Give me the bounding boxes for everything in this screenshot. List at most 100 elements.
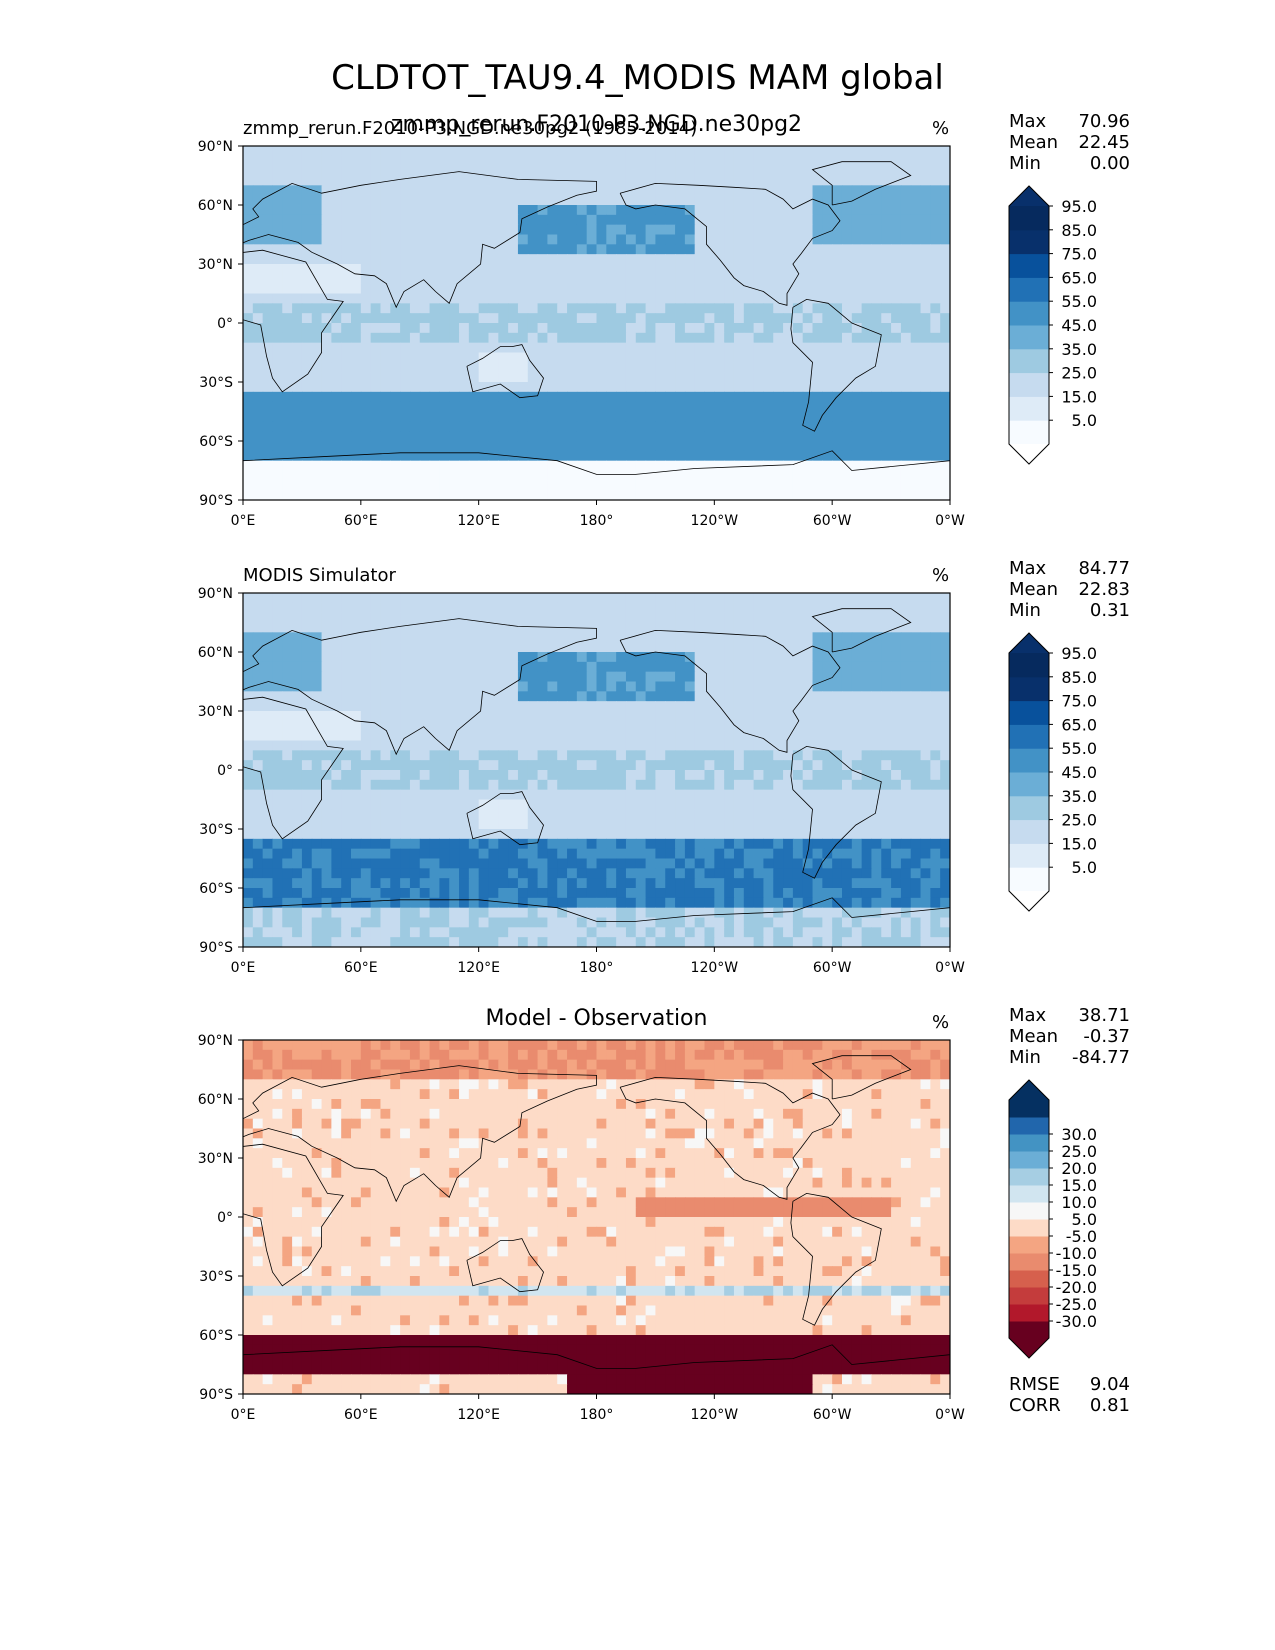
field-cell — [704, 470, 715, 481]
field-cell — [409, 155, 421, 167]
field-cell — [488, 460, 499, 472]
field-cell — [684, 332, 696, 344]
field-cell — [449, 313, 460, 324]
field-cell — [400, 829, 411, 840]
field-cell — [783, 214, 794, 226]
field-cell — [576, 185, 588, 196]
field-cell — [714, 185, 725, 196]
field-cell — [802, 760, 814, 771]
field-cell — [380, 652, 391, 663]
field-cell — [370, 720, 382, 732]
field-cell — [429, 858, 440, 869]
field-cell — [704, 770, 715, 781]
field-cell — [419, 155, 431, 167]
field-cell — [508, 652, 519, 663]
field-cell — [292, 273, 303, 285]
field-cell — [802, 632, 814, 643]
field-cell — [498, 819, 509, 830]
field-cell — [606, 214, 617, 226]
field-cell — [802, 254, 814, 265]
field-cell — [910, 421, 922, 432]
field-cell — [645, 661, 657, 673]
field-cell — [684, 612, 696, 624]
field-cell — [832, 362, 843, 373]
field-cell — [419, 283, 431, 295]
field-cell — [733, 283, 745, 295]
field-cell — [704, 868, 715, 879]
field-cell — [694, 671, 706, 683]
field-cell — [694, 819, 706, 830]
field-cell — [449, 897, 460, 909]
field-cell — [625, 293, 637, 304]
field-cell — [675, 391, 686, 403]
field-cell — [881, 612, 892, 624]
field-cell — [665, 313, 676, 324]
field-cell — [930, 283, 941, 295]
field-cell — [743, 165, 755, 177]
field-cell — [311, 770, 323, 781]
field-cell — [940, 888, 950, 899]
field-cell — [547, 214, 558, 226]
field-cell — [498, 441, 509, 452]
field-cell — [243, 878, 254, 889]
field-cell — [272, 760, 283, 771]
field-cell — [625, 740, 637, 751]
field-cell — [714, 858, 725, 869]
field-cell — [851, 681, 863, 692]
field-cell — [891, 652, 902, 663]
field-cell — [400, 480, 411, 491]
field-cell — [871, 897, 882, 909]
field-cell — [832, 701, 843, 712]
field-cell — [753, 838, 765, 850]
field-cell — [802, 897, 814, 909]
field-cell — [370, 868, 382, 879]
field-cell — [704, 165, 715, 177]
field-cell — [655, 441, 666, 452]
field-cell — [557, 431, 568, 442]
field-cell — [596, 779, 607, 791]
field-cell — [753, 770, 765, 781]
field-cell — [400, 622, 411, 633]
field-cell — [409, 362, 421, 373]
field-cell — [841, 273, 853, 285]
field-cell — [763, 691, 774, 702]
field-cell — [282, 332, 293, 344]
field-cell — [900, 671, 912, 683]
field-cell — [635, 264, 647, 275]
field-cell — [488, 642, 499, 653]
field-cell — [910, 730, 922, 742]
field-cell — [439, 214, 450, 226]
field-cell — [596, 175, 607, 186]
field-cell — [694, 622, 706, 633]
field-cell — [351, 720, 362, 732]
field-cell — [498, 372, 509, 383]
field-cell — [704, 848, 715, 860]
field-cell — [576, 490, 588, 500]
field-cell — [861, 878, 873, 889]
field-cell — [822, 622, 833, 633]
colorbar-swatch — [1009, 229, 1049, 255]
field-cell — [292, 878, 303, 889]
field-cell — [792, 612, 804, 624]
field-cell — [272, 858, 283, 869]
field-cell — [891, 897, 902, 909]
field-cell — [714, 711, 725, 722]
field-cell — [449, 848, 460, 860]
field-cell — [763, 829, 774, 840]
field-cell — [331, 362, 342, 373]
field-cell — [625, 770, 637, 781]
field-cell — [576, 283, 588, 295]
field-cell — [272, 205, 283, 216]
field-cell — [409, 264, 421, 275]
field-cell — [910, 450, 922, 462]
field-cell — [675, 264, 686, 275]
field-cell — [360, 441, 372, 452]
field-cell — [360, 401, 372, 413]
map-panel-1: zmmp_rerun.F2010-P3.NGD.ne30pg2 (1985-20… — [0, 111, 1275, 548]
field-cell — [478, 809, 490, 820]
field-cell — [675, 642, 686, 653]
field-cell — [341, 382, 352, 393]
field-cell — [498, 313, 509, 324]
field-cell — [321, 155, 332, 167]
field-cell — [449, 612, 460, 624]
